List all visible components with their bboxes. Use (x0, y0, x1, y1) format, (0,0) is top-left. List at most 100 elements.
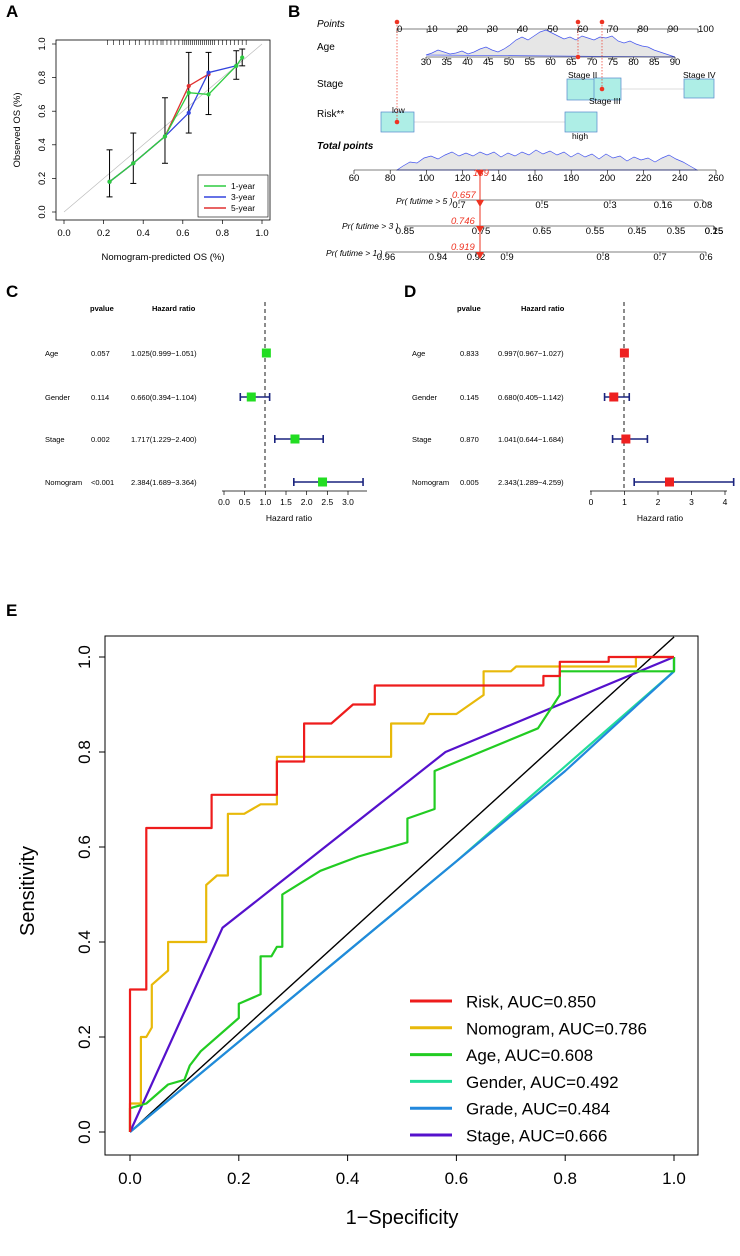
nomogram-tick-label: 0.65 (533, 226, 552, 237)
nomogram-tick-label: 0.7 (452, 200, 465, 211)
legend-label-e-age: Age, AUC=0.608 (466, 1046, 593, 1065)
nomogram-tick-label: 180 (563, 173, 579, 184)
row-label-total: Total points (317, 141, 374, 152)
forest-row-name: Age (45, 349, 58, 358)
nomogram-tick-label: 0.7 (653, 252, 666, 263)
forest-row-hr: 0.997(0.967−1.027) (498, 349, 564, 358)
y-axis-label-a: Observed OS (%) (12, 93, 23, 168)
nomogram-tick-label: 0.75 (472, 226, 491, 237)
nomogram-tick-label: 60 (545, 57, 556, 68)
nomogram-tick-label: 45 (483, 57, 494, 68)
x-tick-label-e: 0.6 (445, 1169, 469, 1188)
total-marker (476, 170, 484, 177)
roc-curve-age (128, 657, 676, 1132)
x-tick-label-e: 0.0 (118, 1169, 142, 1188)
x-axis-label-d: Hazard ratio (637, 513, 684, 523)
forest-row-hr: 1.717(1.229−2.400) (131, 435, 197, 444)
p5-value: 0.657 (452, 190, 476, 201)
forest-x-tick-label: 3 (689, 497, 694, 507)
forest-row-hr: 0.660(0.394−1.104) (131, 393, 197, 402)
forest-x-tick-label: 4 (723, 497, 728, 507)
y-axis-label-e: Sensitivity (17, 846, 39, 936)
forest-row-hr: 1.025(0.999−1.051) (131, 349, 197, 358)
nomogram-tick-label: 100 (418, 173, 434, 184)
nomogram-tick-label: 70 (587, 57, 598, 68)
nomogram-tick-label: 0.25 (705, 226, 724, 237)
forest-x-tick-label: 2.0 (301, 497, 313, 507)
nomogram-tick-label: 240 (672, 173, 688, 184)
risk-low-label: low (392, 105, 406, 115)
y-tick-label-e: 1.0 (75, 645, 94, 669)
forest-x-tick-label: 0.5 (239, 497, 251, 507)
forest-hr-marker (621, 434, 631, 444)
calibration-point-1-year (162, 134, 168, 139)
nomogram-tick-label: 0.16 (654, 200, 673, 211)
panel-label-a: A (6, 2, 18, 21)
row-label-risk: Risk** (317, 109, 344, 120)
nomogram-tick-label: 30 (421, 57, 432, 68)
forest-row-name: Gender (45, 393, 71, 402)
nomogram-tick-label: 10 (427, 24, 438, 35)
forest-x-tick-label: 1.5 (280, 497, 292, 507)
y-tick-label-a: 1.0 (37, 37, 48, 50)
p5-marker (476, 200, 484, 207)
p1-value: 0.919 (451, 242, 475, 253)
nomogram-tick-label: 0.3 (603, 200, 616, 211)
calibration-point-1-year (234, 63, 239, 68)
forest-row-name: Stage (412, 435, 432, 444)
x-tick-label-a: 0.6 (176, 228, 189, 239)
calibration-point-3-year (186, 110, 191, 115)
x-tick-label-a: 0.8 (216, 228, 229, 239)
risk-high-box (564, 111, 598, 133)
points-dot-age (575, 19, 581, 25)
y-tick-label-e: 0.0 (75, 1120, 94, 1144)
forest-hr-marker (246, 392, 256, 402)
nomogram-tick-label: 0.85 (396, 226, 415, 237)
forest-hr-marker (664, 477, 674, 487)
forest-row-pvalue: 0.833 (460, 349, 479, 358)
forest-row-pvalue: 0.870 (460, 435, 479, 444)
x-tick-label-a: 0.0 (57, 228, 70, 239)
nomogram-tick-label: 0.6 (699, 252, 712, 263)
nomogram-tick-label: 30 (487, 24, 498, 35)
header-pvalue-c: pvalue (90, 304, 114, 313)
header-pvalue-d: pvalue (457, 304, 481, 313)
forest-row-name: Gender (412, 393, 438, 402)
chance-diagonal (129, 636, 675, 1133)
header-hr-d: Hazard ratio (521, 304, 565, 313)
row-label-age: Age (317, 42, 335, 53)
y-tick-label-a: 0.0 (37, 205, 48, 218)
forest-row-name: Nomogram (45, 478, 82, 487)
calibration-point-5-year (186, 83, 191, 89)
panel-label-e: E (6, 601, 17, 620)
panel-d: pvalue Hazard ratio Age 0.833 0.997(0.967−… (412, 302, 735, 523)
x-tick-label-e: 0.8 (553, 1169, 577, 1188)
panel-b: Points 0 10 20 30 40 50 60 70 80 90 100 Age 30 35 40… (317, 19, 724, 263)
panel-a: 0.0 0.2 0.4 0.6 0.8 1.0 0.0 0.2 0.4 0.6 0.8 1.0 Nom… (12, 37, 271, 263)
forest-row-name: Nomogram (412, 478, 449, 487)
nomogram-tick-label: 40 (462, 57, 473, 68)
stage-ii-label: Stage II (568, 70, 597, 80)
nomogram-tick-label: 50 (548, 24, 559, 35)
row-label-points: Points (317, 19, 345, 30)
row-label-p3: Pr( futime > 3 ) (342, 221, 399, 231)
forest-x-tick-label: 1.0 (259, 497, 271, 507)
roc-curve-nomogram (128, 655, 674, 1132)
x-tick-label-a: 0.2 (97, 228, 110, 239)
points-dot-stage (599, 19, 605, 25)
roc-curve-stage (128, 655, 675, 1133)
row-label-p5: Pr( futime > 5 ) (396, 196, 453, 206)
nomogram-tick-label: 55 (524, 57, 535, 68)
p1-marker (476, 252, 484, 259)
forest-x-tick-label: 3.0 (342, 497, 354, 507)
calibration-point-1-year (240, 55, 245, 60)
ideal-diagonal-a (63, 43, 263, 213)
forest-hr-marker (261, 348, 271, 358)
x-tick-label-e: 1.0 (662, 1169, 686, 1188)
forest-row-hr: 2.384(1.689−3.364) (131, 478, 197, 487)
nomogram-tick-label: 0.5 (535, 200, 548, 211)
nomogram-tick-label: 0 (397, 24, 402, 35)
total-value: 189 (473, 168, 490, 179)
calibration-point-1-year (206, 92, 211, 97)
forest-row-pvalue: 0.005 (460, 478, 479, 487)
